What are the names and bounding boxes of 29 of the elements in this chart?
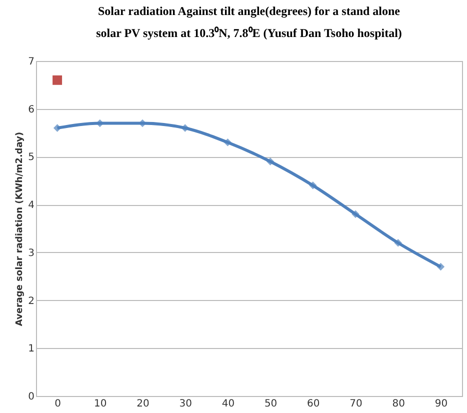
point xyxy=(352,210,360,218)
x-tick-label: 60 xyxy=(307,398,320,410)
x-tick-label: 20 xyxy=(136,398,150,410)
point xyxy=(224,138,232,146)
y-tick-label: 4 xyxy=(28,200,34,212)
point xyxy=(52,75,62,85)
x-tick-label: 0 xyxy=(54,398,61,410)
point xyxy=(309,182,317,190)
x-tick-label: 90 xyxy=(434,398,448,410)
x-tick-label: 50 xyxy=(264,398,278,410)
y-tick-label: 1 xyxy=(28,344,34,355)
chart-title: Solar radiation Against tilt angle(degrees) for a stand alone solar PV system at 10.3⁰N, 7.8⁰E (Yusuf Dan Tsoho hospital) xyxy=(96,4,402,40)
y-tick-label: 0 xyxy=(28,392,34,402)
point xyxy=(181,124,189,132)
y-tick-label: 7 xyxy=(28,56,34,68)
x-tick-label: 70 xyxy=(350,398,362,410)
y-tick-label: 2 xyxy=(28,296,34,307)
y-axis-title: Average solar radiation (KWh/m2.day) xyxy=(15,132,26,326)
point xyxy=(266,158,274,166)
point xyxy=(53,124,62,132)
x-tick-label: 80 xyxy=(392,398,405,410)
y-tick-label: 3 xyxy=(28,248,34,259)
y-tick-label: 6 xyxy=(28,104,34,116)
point xyxy=(394,238,402,247)
point xyxy=(436,262,445,271)
x-tick-label: 10 xyxy=(94,398,107,410)
x-tick-label: 40 xyxy=(222,398,235,410)
y-tick-label: 5 xyxy=(28,152,34,164)
x-tick-label: 30 xyxy=(179,398,192,410)
